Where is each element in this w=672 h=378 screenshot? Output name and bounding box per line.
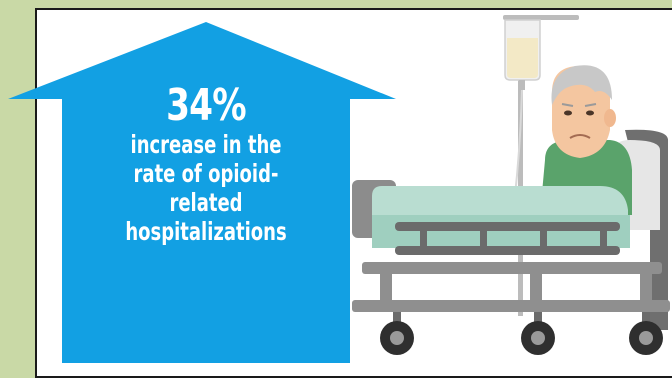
stat-description-line-3: related xyxy=(169,188,243,217)
stat-description-line-1: increase in the xyxy=(130,130,282,159)
bed-wheel-icon xyxy=(380,321,663,355)
stat-description-line-4: hospitalizations xyxy=(125,217,287,246)
stat-value: 34% xyxy=(166,80,247,131)
bed-frame xyxy=(352,262,670,324)
statistic-callout: 34% increase in the rate of opioid- rela… xyxy=(62,80,350,247)
iv-stand-icon xyxy=(503,15,579,316)
stat-description-line-2: rate of opioid- xyxy=(133,159,279,188)
bed-side-rail xyxy=(395,222,620,255)
